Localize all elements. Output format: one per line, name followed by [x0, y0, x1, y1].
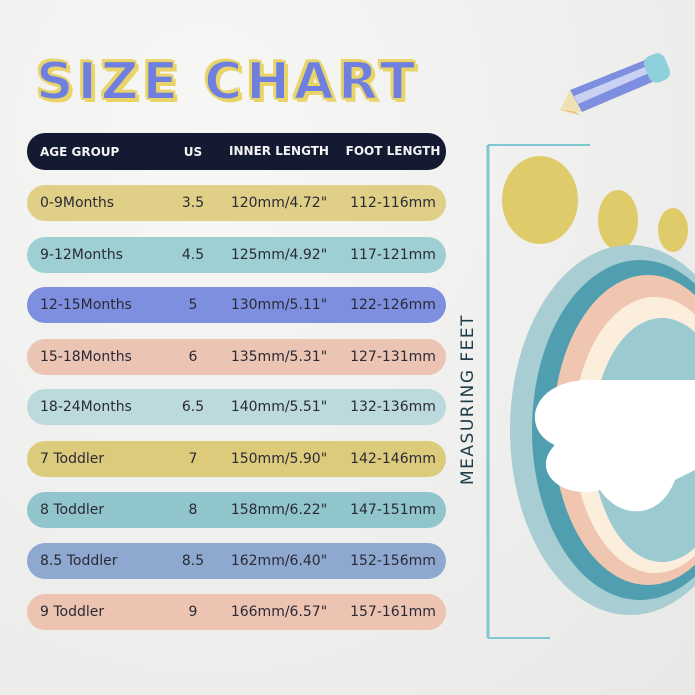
inner-length-cell: 162mm/6.40" — [230, 553, 328, 569]
age-group-cell: 8 Toddler — [40, 502, 105, 518]
inner-length-cell: 166mm/6.57" — [230, 604, 328, 620]
foot-length-cell: 117-121mm — [350, 247, 436, 263]
inner-length-cell: 150mm/5.90" — [230, 451, 328, 467]
us-size-cell: 6 — [188, 349, 198, 365]
table-row: 8.5 Toddler 8.5 162mm/6.40" 152-156mm — [27, 543, 446, 579]
age-group-cell: 12-15Months — [40, 297, 132, 313]
footprint-illustration — [486, 53, 695, 639]
inner-length-cell: 135mm/5.31" — [230, 349, 328, 365]
table-row: 8 Toddler 8 158mm/6.22" 147-151mm — [27, 492, 446, 528]
age-group-cell: 9-12Months — [40, 247, 123, 263]
inner-length-cell: 125mm/4.92" — [230, 247, 328, 263]
table-row: 18-24Months 6.5 140mm/5.51" 132-136mm — [27, 389, 446, 425]
measuring-feet-label: MEASURING FEET — [458, 313, 478, 485]
us-size-cell: 7 — [188, 451, 198, 467]
us-size-cell: 3.5 — [181, 195, 205, 211]
foot-length-cell: 157-161mm — [350, 604, 436, 620]
inner-length-cell: 120mm/4.72" — [230, 195, 328, 211]
page-title: SIZE CHART — [35, 51, 420, 113]
header-age-group: AGE GROUP — [40, 144, 120, 159]
foot-length-cell: 132-136mm — [350, 399, 436, 415]
table-row: 12-15Months 5 130mm/5.11" 122-126mm — [27, 287, 446, 323]
header-inner-length: INNER LENGTH — [229, 144, 329, 158]
age-group-cell: 9 Toddler — [40, 604, 105, 620]
age-group-cell: 15-18Months — [40, 349, 132, 365]
header-us: US — [183, 144, 203, 159]
foot-length-cell: 112-116mm — [350, 195, 436, 211]
age-group-cell: 18-24Months — [40, 399, 132, 415]
inner-length-cell: 140mm/5.51" — [230, 399, 328, 415]
table-row: 0-9Months 3.5 120mm/4.72" 112-116mm — [27, 185, 446, 221]
age-group-cell: 7 Toddler — [40, 451, 105, 467]
table-header: AGE GROUP US INNER LENGTH FOOT LENGTH — [27, 133, 446, 170]
table-row: 9 Toddler 9 166mm/6.57" 157-161mm — [27, 594, 446, 630]
us-size-cell: 8 — [188, 502, 198, 518]
foot-length-cell: 152-156mm — [350, 553, 436, 569]
us-size-cell: 5 — [188, 297, 198, 313]
foot-length-cell: 147-151mm — [350, 502, 436, 518]
age-group-cell: 8.5 Toddler — [40, 553, 118, 569]
us-size-cell: 6.5 — [181, 399, 205, 415]
inner-length-cell: 130mm/5.11" — [230, 297, 328, 313]
table-row: 15-18Months 6 135mm/5.31" 127-131mm — [27, 339, 446, 375]
foot-length-cell: 142-146mm — [350, 451, 436, 467]
foot-length-cell: 127-131mm — [350, 349, 436, 365]
pencil-icon — [560, 53, 671, 115]
foot-length-cell: 122-126mm — [350, 297, 436, 313]
us-size-cell: 4.5 — [181, 247, 205, 263]
table-row: 7 Toddler 7 150mm/5.90" 142-146mm — [27, 441, 446, 477]
table-row: 9-12Months 4.5 125mm/4.92" 117-121mm — [27, 237, 446, 273]
age-group-cell: 0-9Months — [40, 195, 115, 211]
header-foot-length: FOOT LENGTH — [345, 144, 441, 158]
us-size-cell: 8.5 — [181, 553, 205, 569]
us-size-cell: 9 — [188, 604, 198, 620]
inner-length-cell: 158mm/6.22" — [230, 502, 328, 518]
